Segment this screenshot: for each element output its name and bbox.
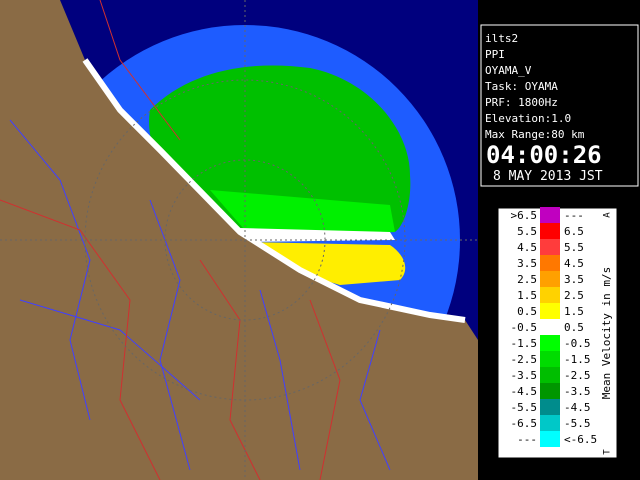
- legend-low: 5.5: [517, 225, 537, 238]
- legend-low: -6.5: [511, 417, 538, 430]
- legend-low: 0.5: [517, 305, 537, 318]
- legend-top-mark: A: [603, 212, 613, 218]
- legend-high: -4.5: [564, 401, 591, 414]
- legend-swatch: [540, 319, 560, 335]
- legend-low: 4.5: [517, 241, 537, 254]
- legend-low: ---: [517, 433, 537, 446]
- legend-low: -2.5: [511, 353, 538, 366]
- echo-negative-near: [210, 190, 395, 236]
- legend-high: 6.5: [564, 225, 584, 238]
- legend-low: -3.5: [511, 369, 538, 382]
- info-line: Max Range:80 km: [485, 128, 585, 141]
- legend-swatch: [540, 431, 560, 447]
- legend-high: -0.5: [564, 337, 591, 350]
- legend-high: -1.5: [564, 353, 591, 366]
- radar-map: [0, 0, 478, 480]
- legend-swatch: [540, 415, 560, 431]
- terrain: [0, 0, 478, 480]
- legend-low: 1.5: [517, 289, 537, 302]
- legend-swatch: [540, 223, 560, 239]
- legend-low: -0.5: [511, 321, 538, 334]
- legend-high: -2.5: [564, 369, 591, 382]
- legend-high: ---: [564, 209, 584, 222]
- range-rings: [0, 0, 478, 480]
- legend-swatch: [540, 367, 560, 383]
- legend-title: Mean Velocity in m/s: [600, 267, 613, 399]
- legend-swatch: [540, 207, 560, 223]
- legend-high: 1.5: [564, 305, 584, 318]
- info-line: Task: OYAMA: [485, 80, 558, 93]
- legend-swatch: [540, 383, 560, 399]
- info-line: Elevation:1.0: [485, 112, 571, 125]
- legend-swatch: [540, 351, 560, 367]
- legend-high: 4.5: [564, 257, 584, 270]
- legend-high: 5.5: [564, 241, 584, 254]
- legend-high: 0.5: [564, 321, 584, 334]
- info-line: ilts2: [485, 32, 518, 45]
- time: 04:00:26: [486, 141, 602, 169]
- legend-swatch: [540, 255, 560, 271]
- echo-positive: [245, 242, 406, 285]
- legend-low: -1.5: [511, 337, 538, 350]
- echo-zero: [240, 228, 395, 242]
- legend-swatch: [540, 287, 560, 303]
- info-panel: [480, 24, 639, 187]
- info-line: PRF: 1800Hz: [485, 96, 558, 109]
- legend-high: -5.5: [564, 417, 591, 430]
- date: 8 MAY 2013 JST: [493, 169, 603, 184]
- legend-low: 2.5: [517, 273, 537, 286]
- legend-swatch: [540, 303, 560, 319]
- legend-low: -4.5: [511, 385, 538, 398]
- legend-high: <-6.5: [564, 433, 597, 446]
- legend-swatch: [540, 335, 560, 351]
- legend-swatch: [540, 271, 560, 287]
- legend-low: >6.5: [511, 209, 538, 222]
- legend-high: 3.5: [564, 273, 584, 286]
- legend-high: -3.5: [564, 385, 591, 398]
- info-line: OYAMA_V: [485, 64, 532, 77]
- coast: [82, 58, 466, 323]
- legend-high: 2.5: [564, 289, 584, 302]
- legend-swatch: [540, 239, 560, 255]
- legend-low: 3.5: [517, 257, 537, 270]
- legend-swatch: [540, 399, 560, 415]
- legend-low: -5.5: [511, 401, 538, 414]
- info-line: PPI: [485, 48, 505, 61]
- legend-bottom-mark: T: [603, 449, 613, 455]
- rivers: [9, 119, 391, 471]
